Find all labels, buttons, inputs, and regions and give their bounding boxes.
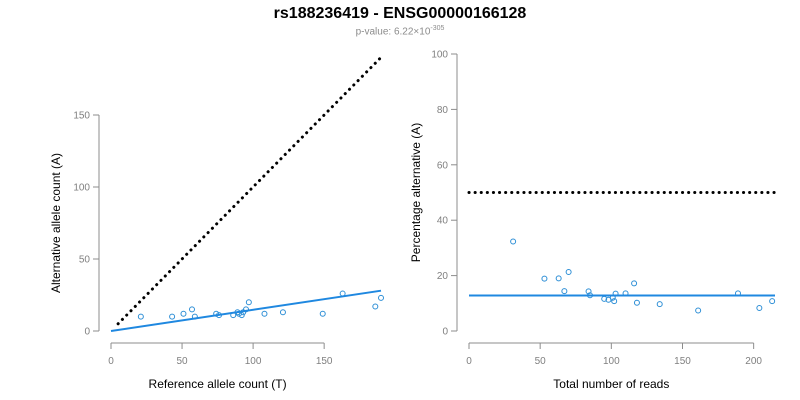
data-point [756,305,763,312]
x-tick-label: 150 [674,356,691,367]
data-point [585,288,592,295]
data-point [279,309,286,316]
data-point [245,299,252,306]
y-tick-label: 100 [73,183,90,194]
y-tick-label: 100 [431,50,448,61]
data-point [261,310,268,317]
x-tick-label: 0 [466,356,472,367]
p-value-times: × [413,26,420,38]
left-panel: 0 50 100 150 0 50 100 150 Reference allele count… [49,55,384,391]
y-axis-label: Alternative allele count (A) [49,153,63,293]
data-point [238,312,245,319]
x-axis-label: Reference allele count (T) [149,377,287,391]
y-tick-label: 40 [437,216,449,227]
p-value-mantissa: 6.22 [393,26,414,38]
p-value-base: 10 [419,26,431,38]
data-point [695,307,702,314]
expected-ratio-line [116,55,383,326]
y-tick-label: 50 [79,255,91,266]
p-value-prefix: p-value: [355,26,394,38]
x-tick-label: 150 [316,356,333,367]
chart-subtitle: p-value: 6.22×10-305 [0,25,800,37]
y-tick-label: 60 [437,160,449,171]
x-tick-label: 200 [745,356,762,367]
data-point [561,288,568,295]
y-tick-label: 0 [84,327,90,338]
x-tick-label: 100 [245,356,262,367]
data-point [633,299,640,306]
fit-line [110,289,382,332]
data-point [555,275,562,282]
x-tick-label: 50 [176,356,188,367]
y-tick-label: 0 [442,327,448,338]
y-tick-label: 20 [437,271,449,282]
y-tick-label: 80 [437,105,449,116]
data-point [372,303,379,310]
x-axis-label: Total number of reads [553,377,669,391]
x-tick-label: 50 [535,356,547,367]
data-point [541,275,548,282]
x-tick-label: 0 [108,356,114,367]
x-tick-label: 100 [603,356,620,367]
right-panel: 0 20 40 60 80 100 0 50 100 150 200 Total number of … [409,50,777,391]
data-point [243,306,249,313]
data-point [319,310,326,317]
y-tick-label: 150 [73,111,90,122]
data-point [189,306,195,313]
chart-title: rs188236419 - ENSG00000166128 [273,5,527,22]
data-point [769,298,776,305]
data-point [565,268,572,275]
data-point [378,294,384,301]
data-point [169,313,176,320]
data-point [656,301,663,308]
data-point [137,313,144,320]
data-point [631,280,638,287]
data-point [611,298,618,305]
p-value-exponent: -305 [430,25,445,32]
y-axis-label: Percentage alternative (A) [409,123,423,262]
data-point [180,310,187,317]
data-point [510,238,517,245]
